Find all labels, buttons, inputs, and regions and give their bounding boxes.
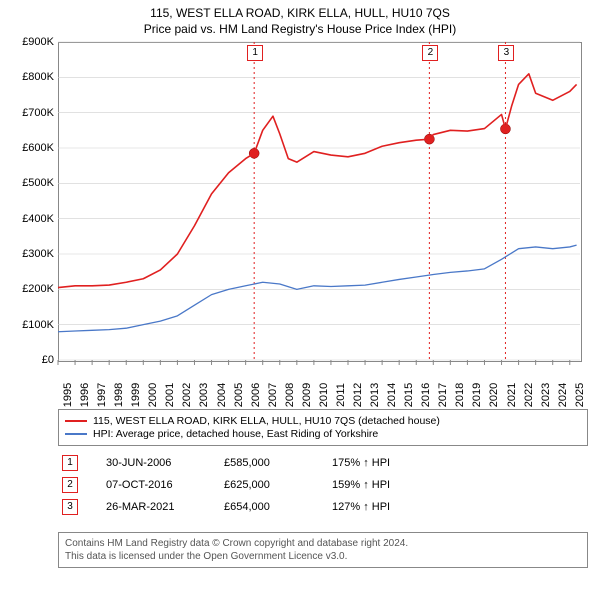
legend-swatch-blue [65, 433, 87, 435]
x-tick-label: 2002 [181, 383, 193, 407]
tx-marker-3: 3 [62, 499, 78, 515]
x-tick-label: 2007 [267, 383, 279, 407]
x-tick-label: 2000 [147, 383, 159, 407]
x-tick-label: 2017 [437, 383, 449, 407]
x-tick-label: 2008 [284, 383, 296, 407]
x-tick-label: 2015 [403, 383, 415, 407]
tx-hpi: 127% ↑ HPI [332, 501, 442, 513]
x-tick-label: 2009 [301, 383, 313, 407]
x-tick-label: 2006 [250, 383, 262, 407]
x-tick-label: 2018 [454, 383, 466, 407]
legend-label: HPI: Average price, detached house, East… [93, 428, 378, 440]
y-tick-label: £300K [12, 248, 54, 260]
tx-date: 30-JUN-2006 [106, 457, 224, 469]
x-tick-label: 2022 [523, 383, 535, 407]
legend-swatch-red [65, 420, 87, 422]
x-tick-label: 2012 [352, 383, 364, 407]
y-tick-label: £900K [12, 36, 54, 48]
x-tick-label: 2019 [471, 383, 483, 407]
y-tick-label: £400K [12, 213, 54, 225]
x-tick-label: 1998 [113, 383, 125, 407]
y-tick-label: £800K [12, 71, 54, 83]
x-tick-label: 2021 [506, 383, 518, 407]
x-tick-label: 2024 [557, 383, 569, 407]
y-tick-label: £600K [12, 142, 54, 154]
table-row: 1 30-JUN-2006 £585,000 175% ↑ HPI [62, 452, 442, 474]
y-tick-label: £500K [12, 177, 54, 189]
x-tick-label: 2023 [540, 383, 552, 407]
tx-marker-1: 1 [62, 455, 78, 471]
x-tick-label: 1997 [96, 383, 108, 407]
legend-row: 115, WEST ELLA ROAD, KIRK ELLA, HULL, HU… [65, 415, 581, 427]
y-tick-label: £700K [12, 107, 54, 119]
x-tick-label: 1999 [130, 383, 142, 407]
attribution-footer: Contains HM Land Registry data © Crown c… [58, 532, 588, 568]
x-tick-label: 1995 [62, 383, 74, 407]
tx-hpi: 175% ↑ HPI [332, 457, 442, 469]
x-tick-label: 2016 [420, 383, 432, 407]
legend-row: HPI: Average price, detached house, East… [65, 428, 581, 440]
footer-line: Contains HM Land Registry data © Crown c… [65, 537, 581, 550]
tx-price: £625,000 [224, 479, 332, 491]
x-tick-label: 2011 [335, 383, 347, 407]
y-tick-label: £0 [12, 354, 54, 366]
tx-date: 07-OCT-2016 [106, 479, 224, 491]
chart-legend: 115, WEST ELLA ROAD, KIRK ELLA, HULL, HU… [58, 409, 588, 446]
footer-line: This data is licensed under the Open Gov… [65, 550, 581, 563]
tx-price: £585,000 [224, 457, 332, 469]
y-tick-label: £100K [12, 319, 54, 331]
legend-label: 115, WEST ELLA ROAD, KIRK ELLA, HULL, HU… [93, 415, 440, 427]
x-tick-label: 2001 [164, 383, 176, 407]
table-row: 2 07-OCT-2016 £625,000 159% ↑ HPI [62, 474, 442, 496]
chart-marker-3: 3 [498, 45, 514, 61]
x-tick-label: 2010 [318, 383, 330, 407]
x-tick-label: 2003 [198, 383, 210, 407]
tx-date: 26-MAR-2021 [106, 501, 224, 513]
x-tick-label: 2020 [488, 383, 500, 407]
y-tick-label: £200K [12, 283, 54, 295]
tx-marker-2: 2 [62, 477, 78, 493]
x-tick-label: 1996 [79, 383, 91, 407]
x-tick-label: 2014 [386, 383, 398, 407]
x-tick-label: 2004 [216, 383, 228, 407]
tx-hpi: 159% ↑ HPI [332, 479, 442, 491]
x-tick-label: 2013 [369, 383, 381, 407]
x-tick-label: 2025 [574, 383, 586, 407]
table-row: 3 26-MAR-2021 £654,000 127% ↑ HPI [62, 496, 442, 518]
transactions-table: 1 30-JUN-2006 £585,000 175% ↑ HPI 2 07-O… [62, 452, 442, 518]
tx-price: £654,000 [224, 501, 332, 513]
x-tick-label: 2005 [233, 383, 245, 407]
chart-marker-1: 1 [247, 45, 263, 61]
chart-marker-2: 2 [422, 45, 438, 61]
